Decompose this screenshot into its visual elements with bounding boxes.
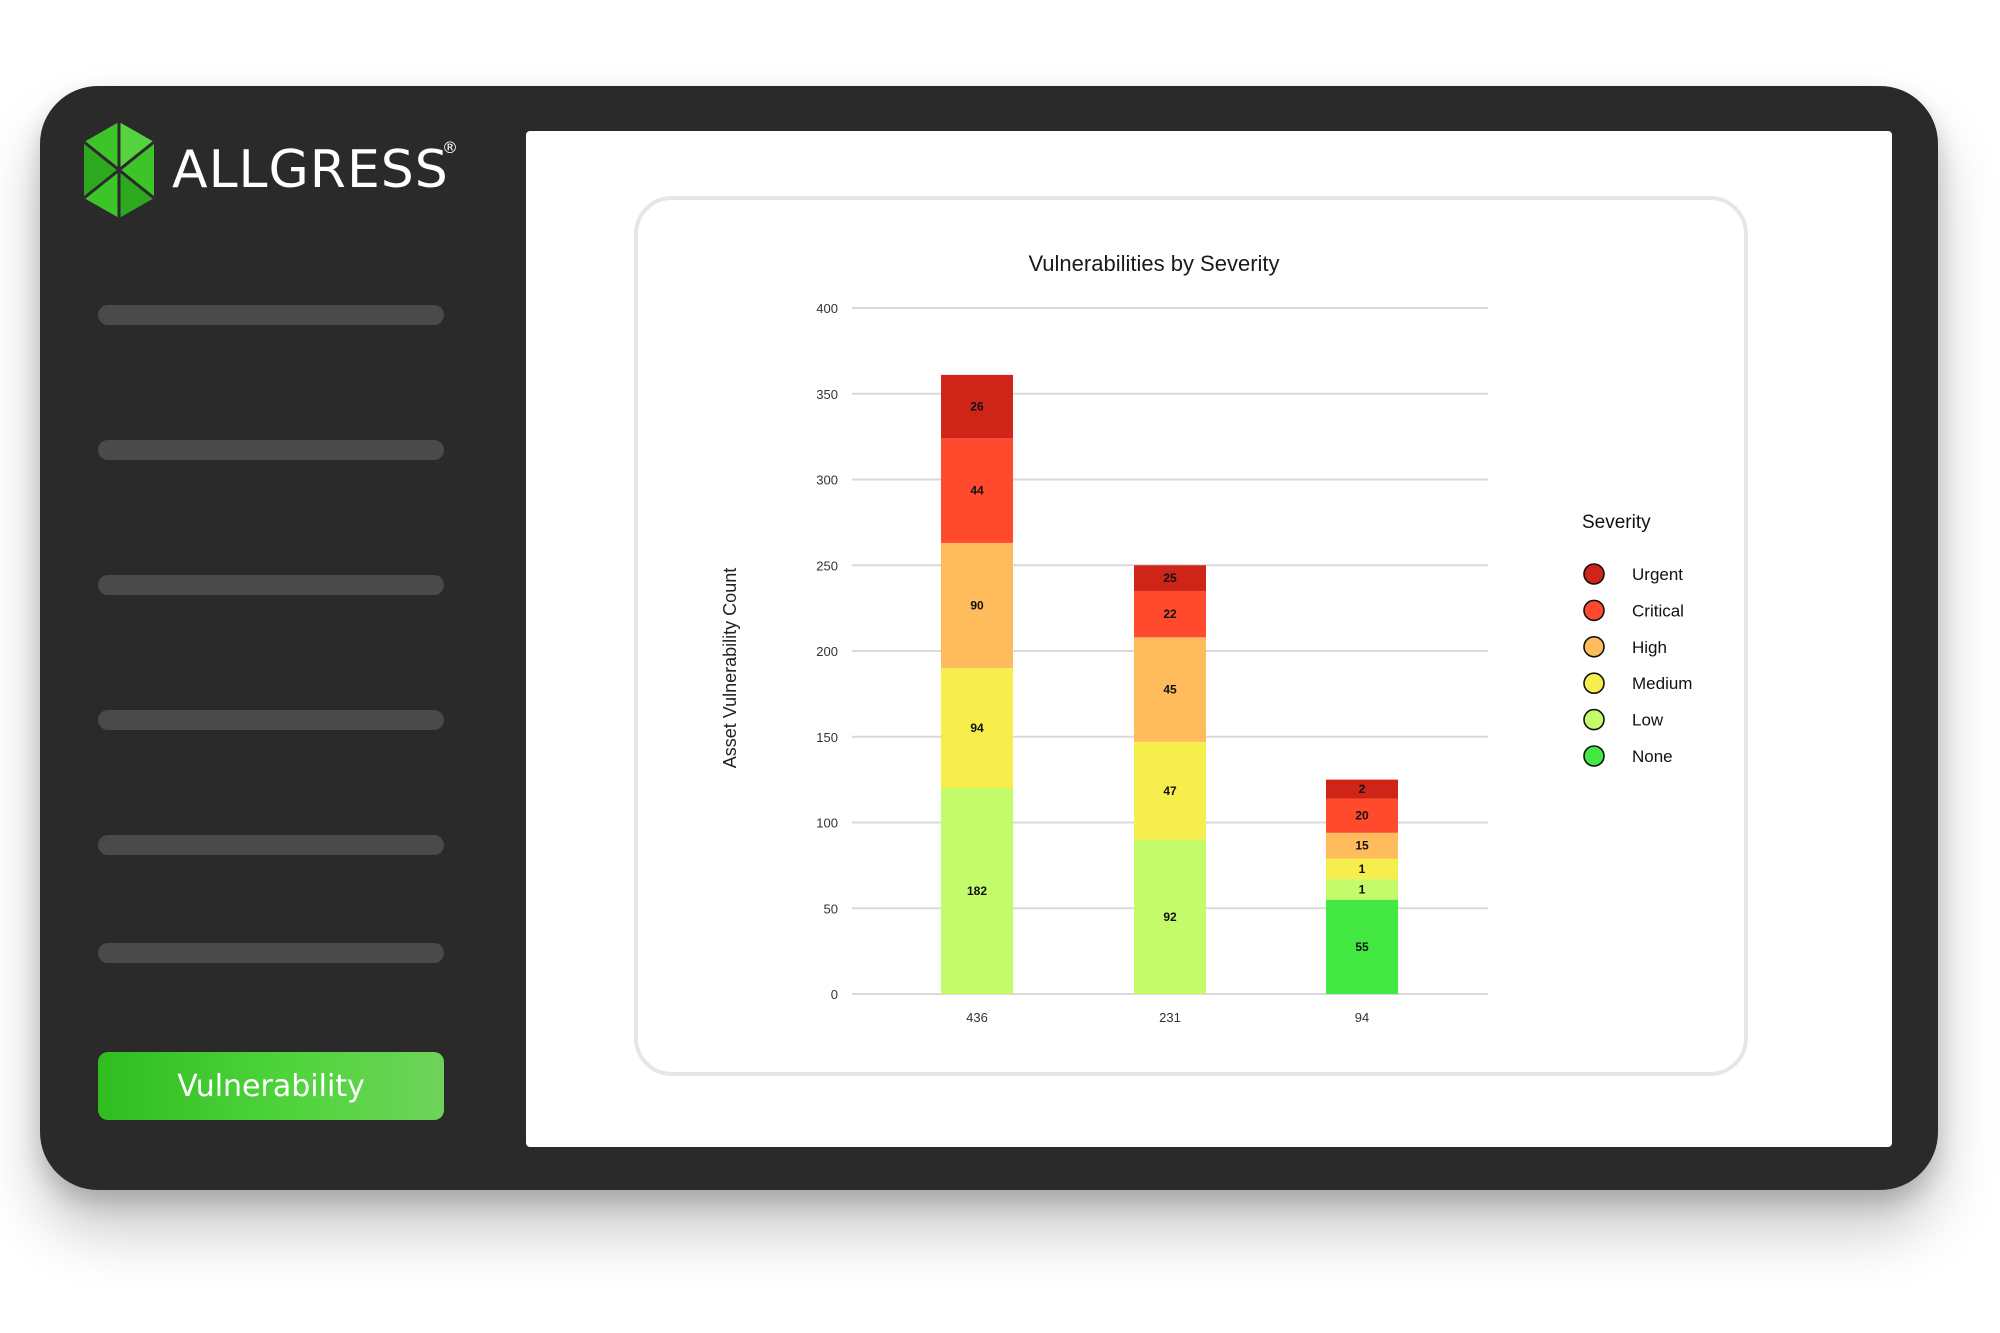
bar-segment xyxy=(941,374,1013,439)
bar-segment-label: 20 xyxy=(1355,809,1369,823)
bar-segment-label: 94 xyxy=(970,721,984,735)
brand-name: ALLGRESS xyxy=(172,140,449,200)
x-tick-label: 231 xyxy=(1159,1010,1181,1025)
bar-segment xyxy=(941,542,1013,669)
bar-segment-label: 1 xyxy=(1359,882,1366,896)
x-tick-label: 94 xyxy=(1355,1010,1369,1025)
sidebar-item-placeholder[interactable] xyxy=(98,440,444,460)
bar-segment-label: 22 xyxy=(1163,607,1177,621)
legend-swatch xyxy=(1583,672,1605,695)
bar-segment xyxy=(1134,565,1206,591)
sidebar-item-placeholder[interactable] xyxy=(98,710,444,730)
legend-label: Critical xyxy=(1632,601,1684,620)
chart-title: Vulnerabilities by Severity xyxy=(1028,251,1279,276)
sidebar-item-label: Vulnerability xyxy=(177,1068,365,1104)
bar-segment xyxy=(941,668,1013,789)
y-tick-label: 200 xyxy=(816,644,838,659)
y-tick-label: 300 xyxy=(816,473,838,488)
registered-mark: ® xyxy=(442,138,458,157)
bar-segment-label: 92 xyxy=(1163,910,1177,924)
sidebar-item-placeholder[interactable] xyxy=(98,835,444,855)
bar-segment xyxy=(941,438,1013,543)
legend-label: Low xyxy=(1632,711,1664,730)
legend-swatch xyxy=(1583,745,1605,767)
bar-segment-label: 25 xyxy=(1163,571,1177,585)
bar-segment-label: 182 xyxy=(967,884,987,898)
legend-title: Severity xyxy=(1582,512,1651,533)
legend-swatch xyxy=(1583,708,1605,731)
y-tick-label: 150 xyxy=(816,730,838,745)
legend-label: Urgent xyxy=(1632,565,1683,584)
y-tick-label: 100 xyxy=(816,816,838,831)
bar-segment xyxy=(1134,637,1206,742)
sidebar-item-vulnerability[interactable]: Vulnerability xyxy=(98,1052,444,1120)
legend-swatch xyxy=(1583,635,1605,658)
bar-segment xyxy=(1134,839,1206,994)
legend-label: None xyxy=(1632,747,1673,766)
y-axis-label: Asset Vulnerability Count xyxy=(720,568,740,768)
sidebar-item-placeholder[interactable] xyxy=(98,575,444,595)
bar-segment-label: 44 xyxy=(970,484,984,498)
bar-segment-label: 15 xyxy=(1355,839,1369,853)
bar-segment xyxy=(1326,798,1398,833)
bar-segment xyxy=(1326,779,1398,799)
bar-segment xyxy=(1134,590,1206,638)
bar-segment xyxy=(1326,832,1398,859)
legend-label: High xyxy=(1632,638,1667,657)
y-tick-label: 250 xyxy=(816,558,838,573)
y-tick-label: 50 xyxy=(824,901,838,916)
bar-segment-label: 47 xyxy=(1163,784,1177,798)
sidebar-item-placeholder[interactable] xyxy=(98,305,444,325)
bar-segment xyxy=(941,788,1013,994)
y-tick-label: 400 xyxy=(816,301,838,316)
bar-segment xyxy=(1326,858,1398,880)
allgress-logo-icon xyxy=(84,122,154,218)
bar-segment-label: 2 xyxy=(1359,782,1366,796)
x-tick-label: 436 xyxy=(966,1010,988,1025)
bar-segment-label: 26 xyxy=(970,400,984,414)
bar-segment-label: 1 xyxy=(1359,862,1366,876)
brand-logo: ALLGRESS xyxy=(84,122,464,218)
bar-segment xyxy=(1326,899,1398,994)
bar-segment-label: 45 xyxy=(1163,683,1177,697)
legend-swatch xyxy=(1583,599,1605,622)
legend-label: Medium xyxy=(1632,674,1692,693)
legend-swatch xyxy=(1583,563,1605,585)
sidebar-item-placeholder[interactable] xyxy=(98,943,444,963)
bar-segment xyxy=(1134,741,1206,840)
bar-segment-label: 55 xyxy=(1355,940,1369,954)
bar-segment-label: 90 xyxy=(970,599,984,613)
y-tick-label: 0 xyxy=(831,987,838,1002)
y-tick-label: 350 xyxy=(816,387,838,402)
bar-segment xyxy=(1326,879,1398,900)
